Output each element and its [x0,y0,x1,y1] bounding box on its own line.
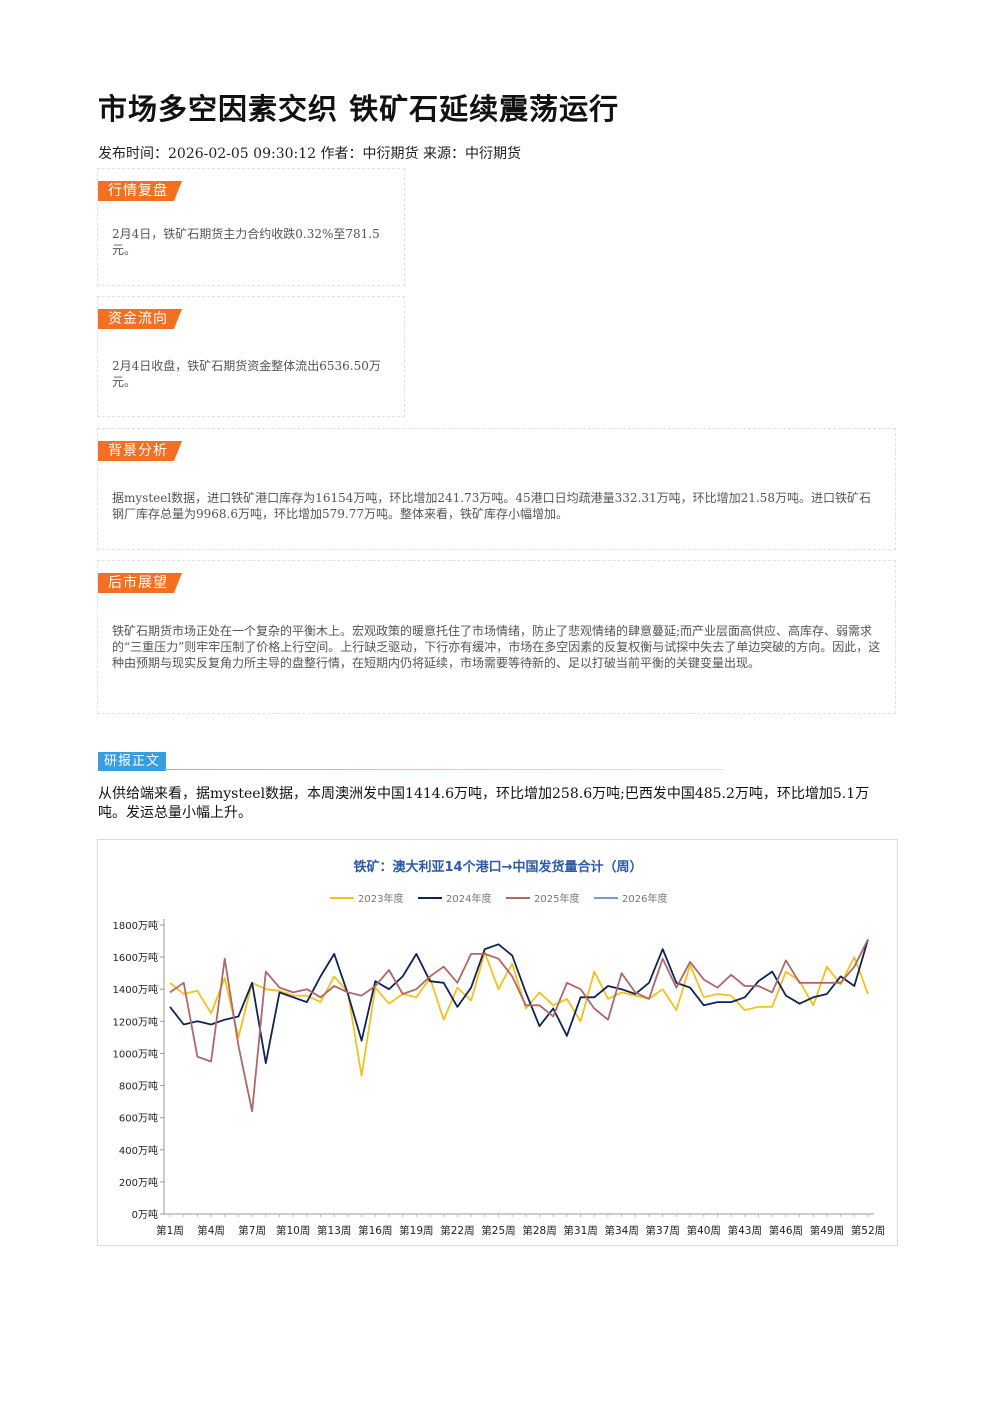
x-tick-label: 第49周 [810,1224,844,1237]
section-text: 铁矿石期货市场正处在一个复杂的平衡木上。宏观政策的暖意托住了市场情绪，防止了悲观… [112,624,881,670]
chart-svg: 铁矿：澳大利亚14个港口→中国发货量合计（周） 2023年度 2024年度 2025年… [113,859,886,1237]
report-divider [164,769,724,770]
x-tick-label: 第22周 [440,1224,474,1237]
y-tick-label: 1200万吨 [113,1015,158,1028]
section-text: 据mysteel数据，进口铁矿港口库存为16154万吨，环比增加241.73万吨… [112,491,871,521]
y-tick-label: 1800万吨 [113,919,158,932]
legend-label: 2026年度 [622,892,667,905]
y-tick-label: 0万吨 [132,1208,158,1221]
section-background: 背景分析 据mysteel数据，进口铁矿港口库存为16154万吨，环比增加241… [97,428,896,550]
x-tick-label: 第13周 [317,1224,351,1237]
article-meta: 发布时间：2026-02-05 09:30:12 作者：中衍期货 来源：中衍期货 [98,146,521,162]
x-tick-label: 第28周 [522,1224,556,1237]
x-tick-label: 第25周 [481,1224,515,1237]
legend-label: 2023年度 [358,892,403,905]
y-tick-label: 1400万吨 [113,983,158,996]
x-tick-label: 第1周 [156,1224,184,1237]
x-tick-label: 第52周 [851,1224,885,1237]
series-line [169,938,869,1113]
x-tick-label: 第37周 [646,1224,680,1237]
section-market-review: 行情复盘 2月4日，铁矿石期货主力合约收跌0.32%至781.5元。 [97,168,405,286]
y-tick-label: 400万吨 [119,1144,158,1157]
x-tick-label: 第34周 [604,1224,638,1237]
section-tag: 背景分析 [98,441,182,461]
report-tag: 研报正文 [98,752,167,771]
shipment-chart: 铁矿：澳大利亚14个港口→中国发货量合计（周） 2023年度 2024年度 2025年… [97,839,898,1246]
series-line [169,951,869,1077]
legend-label: 2025年度 [534,892,579,905]
y-tick-label: 600万吨 [119,1112,158,1125]
y-tick-label: 1600万吨 [113,951,158,964]
x-tick-label: 第31周 [563,1224,597,1237]
x-tick-label: 第19周 [399,1224,433,1237]
x-tick-label: 第16周 [358,1224,392,1237]
y-tick-label: 800万吨 [119,1080,158,1093]
series-line [169,939,869,1065]
x-tick-label: 第10周 [276,1224,310,1237]
x-tick-label: 第4周 [197,1224,225,1237]
section-text: 2月4日，铁矿石期货主力合约收跌0.32%至781.5元。 [112,227,380,257]
x-tick-label: 第40周 [687,1224,721,1237]
section-tag: 后市展望 [98,573,182,593]
x-tick-label: 第46周 [769,1224,803,1237]
x-tick-label: 第43周 [728,1224,762,1237]
section-capital-flow: 资金流向 2月4日收盘，铁矿石期货资金整体流出6536.50万元。 [97,296,405,417]
y-tick-label: 1000万吨 [113,1047,158,1060]
section-tag: 行情复盘 [98,181,182,201]
section-outlook: 后市展望 铁矿石期货市场正处在一个复杂的平衡木上。宏观政策的暖意托住了市场情绪，… [97,560,896,714]
chart-title: 铁矿：澳大利亚14个港口→中国发货量合计（周） [353,859,643,875]
x-tick-label: 第7周 [238,1224,266,1237]
y-tick-label: 200万吨 [119,1176,158,1189]
section-tag: 资金流向 [98,309,182,329]
page-title: 市场多空因素交织 铁矿石延续震荡运行 [98,92,620,126]
report-text: 从供给端来看，据mysteel数据，本周澳洲发中国1414.6万吨，环比增加25… [98,786,870,821]
legend-label: 2024年度 [446,892,491,905]
section-text: 2月4日收盘，铁矿石期货资金整体流出6536.50万元。 [112,359,381,389]
